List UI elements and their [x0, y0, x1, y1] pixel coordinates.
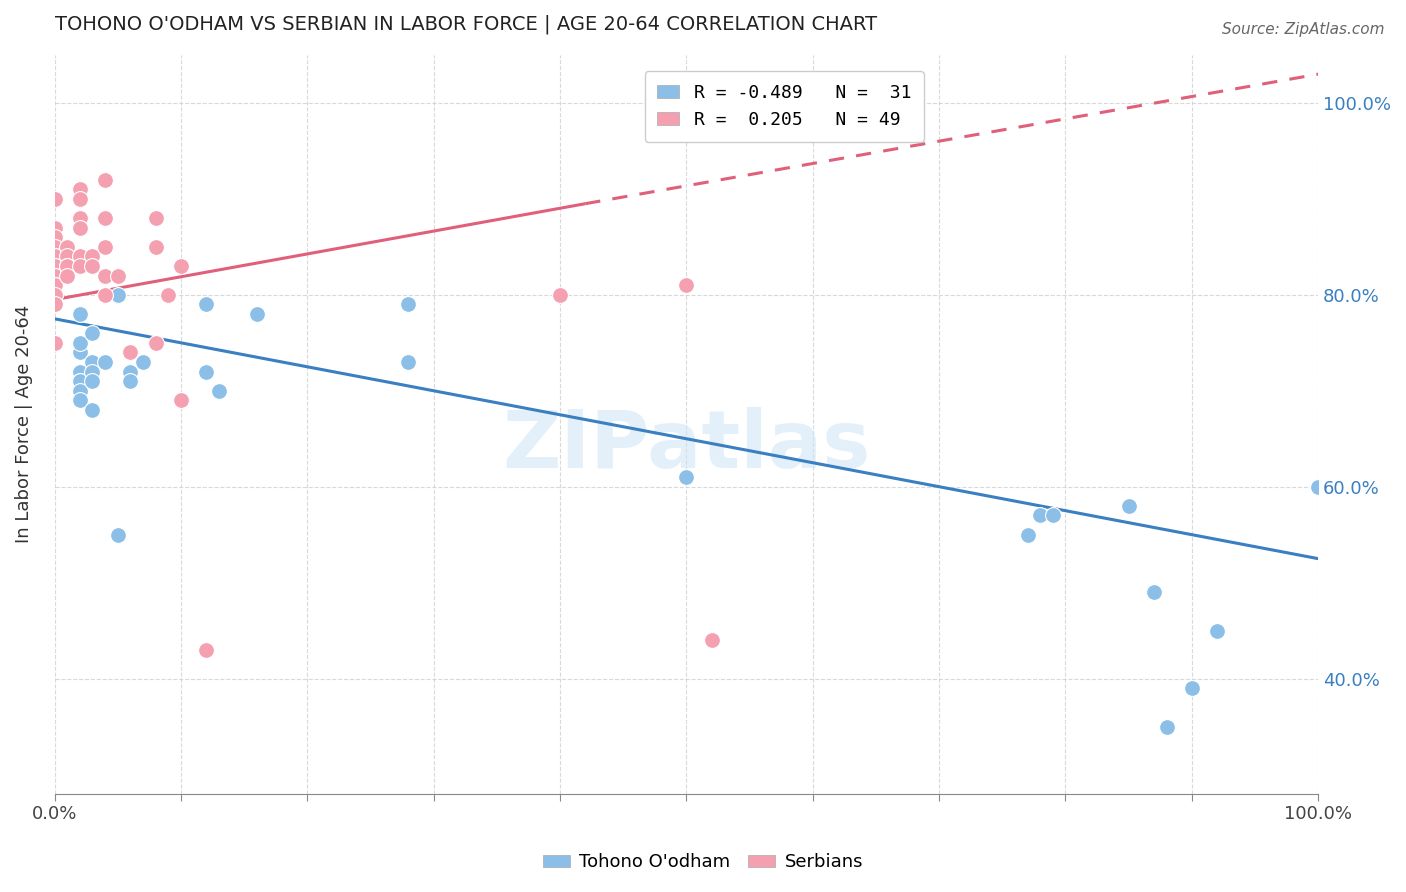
Point [44, 220, 66, 235]
Point [170, 393, 193, 408]
Point [82, 355, 104, 369]
Point [56, 268, 79, 283]
Point [44, 268, 66, 283]
Point [44, 250, 66, 264]
Point [82, 326, 104, 341]
Point [107, 527, 129, 541]
Point [69, 220, 91, 235]
Point [157, 288, 180, 302]
Point [94, 172, 117, 186]
Point [56, 240, 79, 254]
Point [1206, 624, 1229, 638]
Point [1042, 508, 1064, 523]
Point [69, 307, 91, 321]
Legend: R = -0.489   N =  31, R =  0.205   N = 49: R = -0.489 N = 31, R = 0.205 N = 49 [645, 71, 924, 142]
Point [44, 192, 66, 206]
Point [208, 384, 231, 398]
Point [94, 211, 117, 225]
Point [44, 259, 66, 273]
Point [145, 335, 167, 350]
Point [69, 192, 91, 206]
Point [44, 278, 66, 293]
Point [1017, 527, 1039, 541]
Point [82, 403, 104, 417]
Point [44, 268, 66, 283]
Point [44, 259, 66, 273]
Point [44, 240, 66, 254]
Point [82, 374, 104, 388]
Point [195, 365, 218, 379]
Point [69, 374, 91, 388]
Point [120, 365, 142, 379]
Point [44, 250, 66, 264]
Point [69, 374, 91, 388]
Point [44, 230, 66, 244]
Point [44, 192, 66, 206]
Point [120, 374, 142, 388]
Point [1118, 499, 1140, 513]
Point [1308, 480, 1330, 494]
Point [675, 470, 697, 484]
Point [82, 259, 104, 273]
Point [44, 297, 66, 311]
Point [107, 288, 129, 302]
Point [195, 297, 218, 311]
Point [69, 259, 91, 273]
Point [396, 355, 419, 369]
Point [44, 278, 66, 293]
Point [396, 297, 419, 311]
Point [82, 250, 104, 264]
Point [246, 307, 269, 321]
Text: TOHONO O'ODHAM VS SERBIAN IN LABOR FORCE | AGE 20-64 CORRELATION CHART: TOHONO O'ODHAM VS SERBIAN IN LABOR FORCE… [55, 15, 877, 35]
Point [69, 182, 91, 196]
Point [44, 250, 66, 264]
Point [700, 633, 723, 648]
Point [145, 240, 167, 254]
Point [44, 288, 66, 302]
Point [1156, 719, 1178, 733]
Point [56, 250, 79, 264]
Point [69, 384, 91, 398]
Point [170, 259, 193, 273]
Point [44, 335, 66, 350]
Point [69, 250, 91, 264]
Point [69, 365, 91, 379]
Point [120, 345, 142, 359]
Point [1029, 508, 1052, 523]
Point [1181, 681, 1204, 695]
Point [44, 268, 66, 283]
Point [82, 365, 104, 379]
Point [69, 393, 91, 408]
Y-axis label: In Labor Force | Age 20-64: In Labor Force | Age 20-64 [15, 305, 32, 543]
Text: ZIPatlas: ZIPatlas [502, 408, 870, 485]
Point [107, 268, 129, 283]
Point [56, 259, 79, 273]
Point [69, 182, 91, 196]
Point [675, 278, 697, 293]
Point [145, 211, 167, 225]
Point [69, 211, 91, 225]
Point [548, 288, 571, 302]
Point [94, 240, 117, 254]
Point [44, 259, 66, 273]
Point [94, 268, 117, 283]
Text: Source: ZipAtlas.com: Source: ZipAtlas.com [1222, 22, 1385, 37]
Point [69, 335, 91, 350]
Point [94, 268, 117, 283]
Legend: Tohono O'odham, Serbians: Tohono O'odham, Serbians [536, 847, 870, 879]
Point [94, 172, 117, 186]
Point [69, 345, 91, 359]
Point [195, 642, 218, 657]
Point [94, 288, 117, 302]
Point [132, 355, 155, 369]
Point [94, 355, 117, 369]
Point [56, 259, 79, 273]
Point [1143, 585, 1166, 599]
